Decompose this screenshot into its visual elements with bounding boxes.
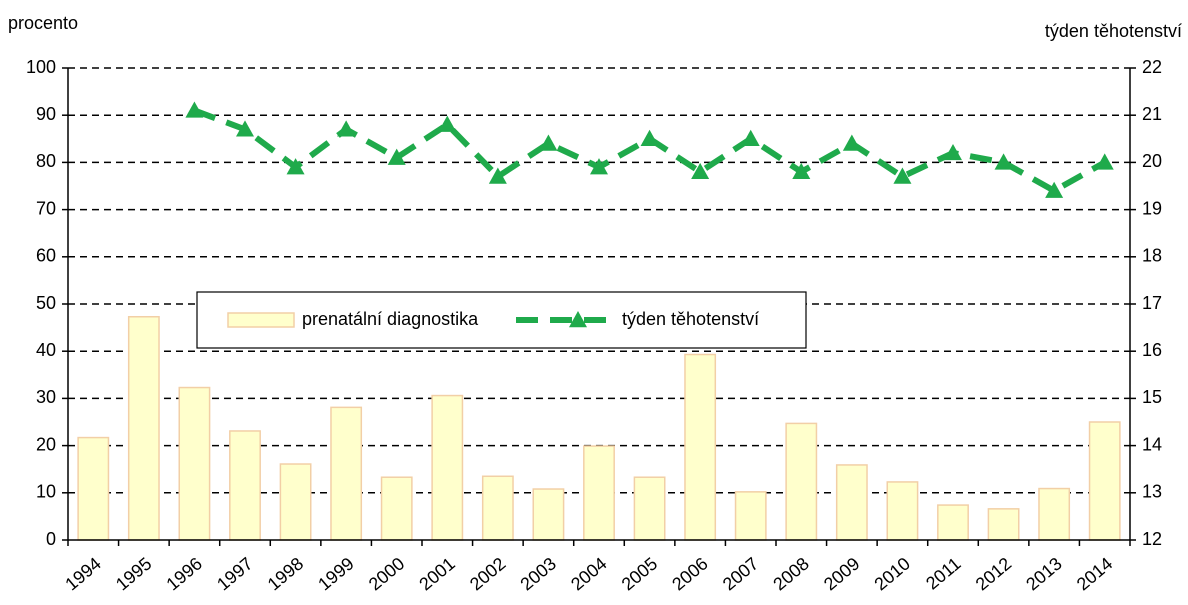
x-tick-label: 2000	[365, 553, 409, 594]
line-marker	[994, 153, 1013, 170]
bar	[1038, 487, 1071, 541]
bar	[633, 476, 666, 541]
x-tick-label: 2013	[1022, 553, 1066, 594]
y2-tick-label: 12	[1142, 529, 1162, 549]
bar	[734, 491, 767, 541]
line-marker	[640, 129, 659, 146]
legend: prenatální diagnostika týden těhotenství	[196, 291, 807, 349]
line-marker	[1095, 153, 1114, 170]
bar	[937, 504, 969, 541]
y2-tick-label: 17	[1142, 293, 1162, 313]
bar	[684, 353, 717, 541]
x-tick-label: 2004	[567, 553, 611, 594]
bar	[583, 445, 615, 541]
y2-tick-label: 21	[1142, 104, 1162, 124]
y2-tick-label: 15	[1142, 387, 1162, 407]
bar	[77, 436, 110, 541]
line-marker	[185, 101, 204, 118]
y-tick-label: 50	[36, 293, 56, 313]
bar	[481, 475, 514, 541]
legend-marker	[569, 311, 587, 328]
bar	[380, 476, 413, 541]
y2-tick-label: 22	[1142, 57, 1162, 77]
bar	[127, 315, 160, 541]
x-tick-label: 1996	[163, 553, 207, 594]
y2-tick-label: 13	[1142, 482, 1162, 502]
x-tick-label: 1998	[264, 553, 308, 594]
legend-label: týden těhotenství	[622, 309, 759, 329]
line-marker	[590, 158, 608, 175]
x-tick-label: 2008	[769, 553, 813, 594]
x-tick-label: 2007	[719, 553, 763, 594]
y2-tick-label: 19	[1142, 198, 1162, 218]
line-marker	[1045, 181, 1064, 198]
x-tick-label: 2002	[466, 553, 510, 594]
x-tick-label: 2012	[972, 553, 1016, 594]
y-tick-label: 40	[36, 340, 56, 360]
x-tick-label: 2009	[820, 553, 864, 594]
x-tick-label: 1997	[213, 553, 257, 594]
y-tick-label: 20	[36, 434, 56, 454]
line-marker	[792, 162, 811, 180]
x-tick-label: 2010	[871, 553, 915, 594]
bar	[886, 481, 919, 541]
bar	[431, 394, 464, 541]
y-tick-label: 0	[46, 529, 56, 549]
bar	[532, 488, 565, 541]
y-tick-label: 90	[36, 104, 56, 124]
line-marker	[691, 162, 710, 180]
line-marker	[438, 115, 457, 132]
line-marker	[286, 158, 305, 175]
y2-axis-label: týden těhotenství	[1045, 21, 1182, 41]
x-tick-label: 2005	[618, 553, 662, 594]
line-marker	[387, 148, 406, 165]
y-axis-label: procento	[8, 13, 78, 33]
x-tick-label: 1994	[61, 553, 105, 594]
x-tick-label: 2014	[1073, 553, 1117, 594]
y2-tick-label: 16	[1142, 340, 1162, 360]
y-tick-label: 100	[26, 57, 56, 77]
bar	[1088, 421, 1121, 541]
x-tick-label: 2011	[922, 553, 965, 593]
y-tick-label: 10	[36, 482, 56, 502]
y-tick-label: 30	[36, 387, 56, 407]
line-marker	[539, 134, 558, 151]
line	[193, 107, 1107, 195]
y2-tick-label: 18	[1142, 246, 1162, 266]
y-tick-label: 60	[36, 246, 56, 266]
line-marker	[488, 167, 507, 184]
bar	[785, 422, 818, 541]
line-marker	[337, 120, 356, 137]
bar	[178, 386, 211, 541]
legend-box	[196, 291, 807, 349]
x-tick-label: 1999	[314, 553, 358, 594]
y-tick-label: 70	[36, 198, 56, 218]
bar	[330, 406, 363, 541]
legend-label: prenatální diagnostika	[302, 309, 479, 329]
line-marker	[944, 143, 962, 161]
line-marker	[236, 120, 254, 137]
legend-swatch	[227, 312, 295, 328]
line-marker	[842, 134, 861, 151]
x-tick-label: 2006	[668, 553, 712, 594]
x-tick-label: 1995	[112, 553, 156, 594]
y2-tick-label: 14	[1142, 434, 1162, 454]
y2-tick-label: 20	[1142, 151, 1162, 171]
line-marker	[893, 167, 912, 184]
bar	[987, 508, 1020, 541]
x-tick-label: 2001	[415, 553, 459, 594]
y-tick-label: 80	[36, 151, 56, 171]
bar	[279, 463, 312, 541]
x-tick-label: 2003	[517, 553, 561, 594]
bar	[835, 464, 868, 541]
line-marker	[741, 129, 760, 146]
bar	[229, 430, 261, 541]
